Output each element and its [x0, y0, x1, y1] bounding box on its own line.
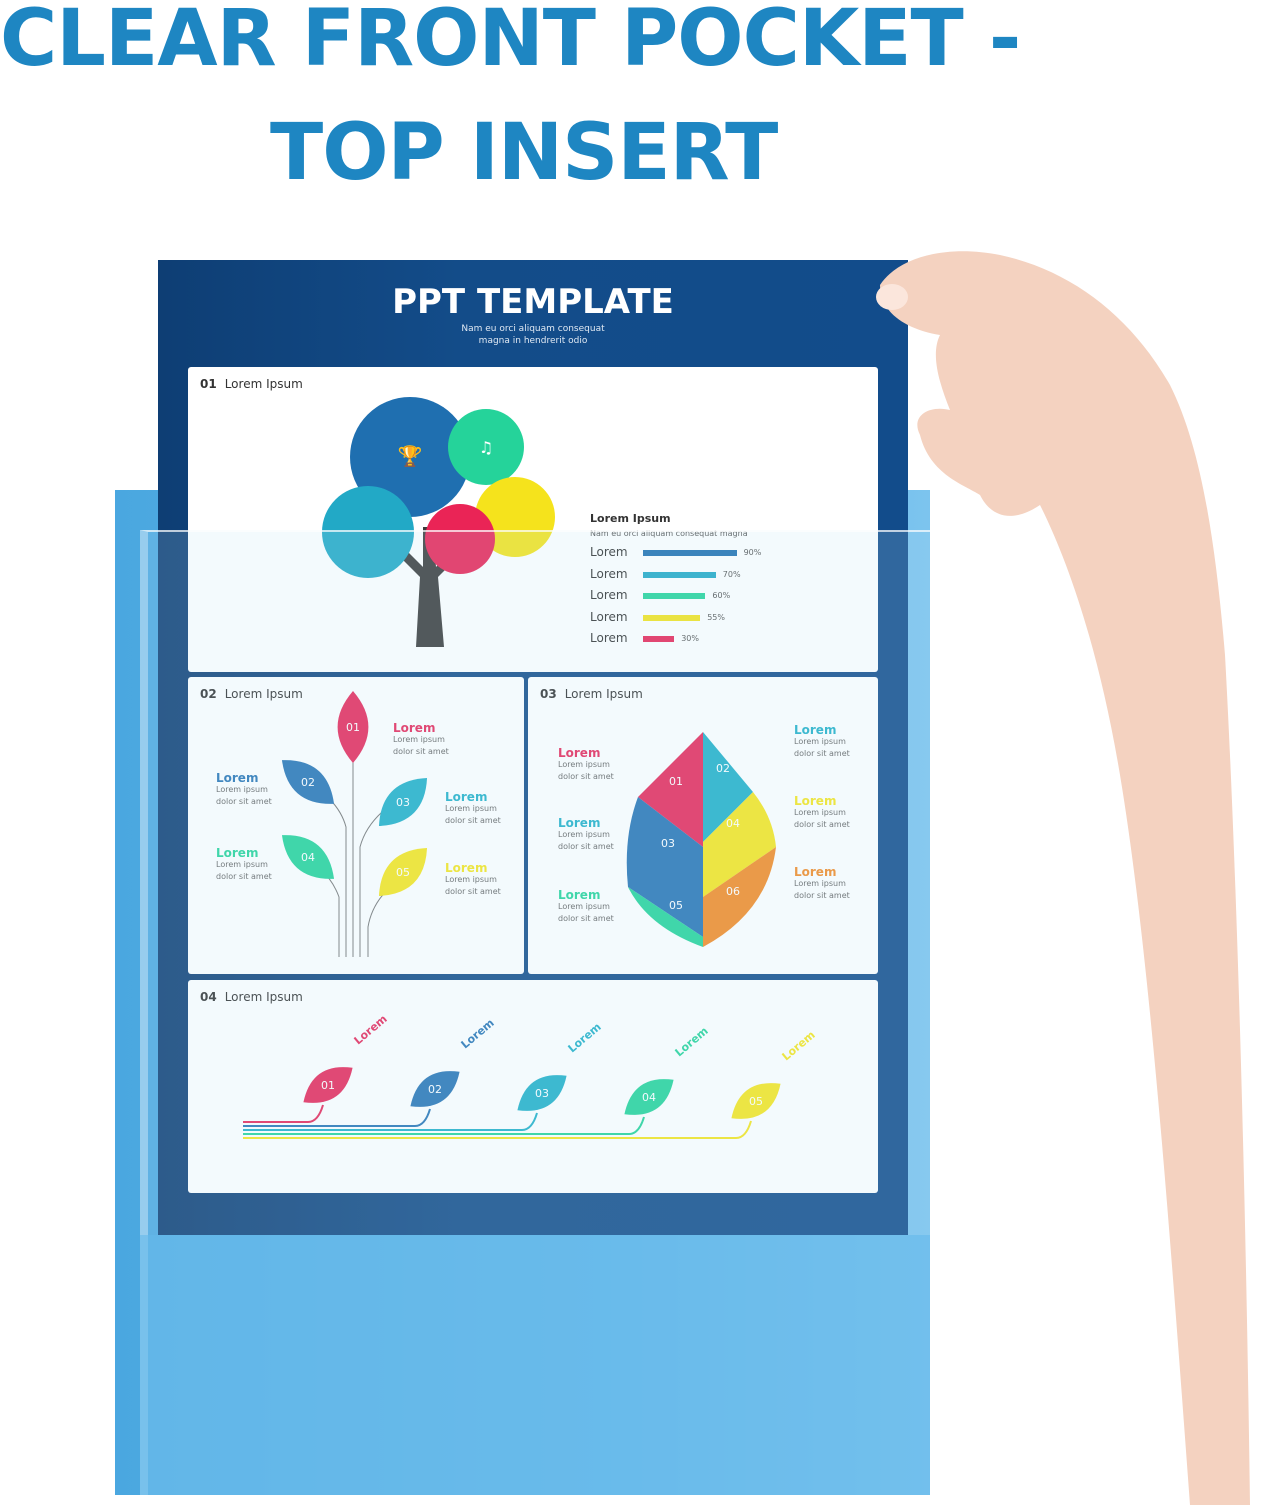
timeline-leaf	[517, 1075, 567, 1111]
panel-title: 01 Lorem Ipsum	[200, 377, 303, 391]
bar-value: 55%	[707, 612, 725, 622]
leaf-04	[281, 835, 335, 879]
leaf-number: 03	[535, 1087, 549, 1100]
leaf-number: 05	[749, 1095, 763, 1108]
panel-leaf: 03 Lorem Ipsum 01 02 03 04 05 06 Lorem Lorem ip…	[528, 677, 878, 974]
panel-timeline: 04 Lorem Ipsum 01 Lorem 02 Lorem 03 Lorem 04 Lor…	[188, 980, 878, 1193]
panel-plant: 02 Lorem Ipsum 01 02 03 04 05 Lorem Lorem ipsu…	[188, 677, 524, 974]
circle-trophy	[350, 397, 470, 517]
sheet-subtitle-2: magna in hendrerit odio	[478, 336, 588, 346]
timeline-leaf	[624, 1079, 674, 1115]
leaf-number: 05	[396, 866, 410, 879]
leaf-number: 01	[321, 1079, 335, 1092]
leaf-05	[378, 847, 428, 897]
timeline-leaf	[410, 1071, 460, 1107]
leaf-number: 06	[726, 885, 740, 898]
leaf-text: Lorem Lorem ipsum dolor sit amet	[794, 794, 850, 829]
bar	[643, 636, 675, 642]
bar-label: Lorem	[590, 588, 628, 602]
circle-megaphone	[425, 504, 495, 574]
bar-label: Lorem	[590, 609, 628, 624]
circle-person	[475, 477, 555, 557]
leaf-number: 04	[301, 851, 315, 864]
leaf-02	[281, 760, 335, 804]
leaf-number: 01	[669, 775, 683, 788]
hand	[880, 251, 1250, 1505]
leaf-text: Lorem Lorem ipsum dolor sit amet	[216, 846, 272, 881]
panel-title: 02 Lorem Ipsum	[200, 687, 303, 701]
timeline-leaf	[731, 1083, 781, 1119]
panel-tree: 01 Lorem Ipsum 🏆 ♫ Lorem Ipsum Nam eu orc…	[188, 367, 878, 672]
leaf-text: Lorem Lorem ipsum dolor sit amet	[393, 721, 449, 756]
leaf-segment	[628, 887, 703, 947]
insert-sheet: PPT TEMPLATE Nam eu orci aliquam consequ…	[158, 260, 908, 1235]
headline-line-2: TOP INSERT	[270, 108, 778, 198]
plant-infographic: 01 02 03 04 05	[281, 691, 428, 957]
panel-title: 03 Lorem Ipsum	[540, 687, 643, 701]
bars-subtitle: Nam eu orci aliquam consequat magna	[590, 529, 748, 538]
leaf-01	[337, 691, 369, 763]
timeline-leaf	[303, 1067, 353, 1103]
bar-value: 70%	[722, 569, 741, 579]
bar-value: 30%	[681, 634, 699, 643]
music-icon: ♫	[479, 438, 493, 457]
leaf-text: Lorem Lorem ipsum dolor sit amet	[216, 771, 272, 806]
leaf-text: Lorem Lorem ipsum dolor sit amet	[558, 746, 614, 781]
leaf-03	[378, 777, 428, 827]
leaf-text: Lorem Lorem ipsum dolor sit amet	[558, 816, 614, 851]
tree-infographic: 🏆 ♫	[322, 397, 555, 647]
pocket-lower-area	[140, 1235, 930, 1495]
headline-line-1: CLEAR FRONT POCKET -	[0, 0, 1021, 84]
leaf-number: 04	[726, 817, 740, 830]
leaf-number: 05	[669, 899, 683, 912]
panel-title: 04 Lorem Ipsum	[200, 990, 303, 1004]
bar-value: 90%	[743, 548, 762, 557]
leaf-number: 02	[301, 776, 315, 789]
leaf-text: Lorem Lorem ipsum dolor sit amet	[558, 888, 614, 923]
leaf-text: Lorem Lorem ipsum dolor sit amet	[794, 723, 850, 758]
bar-label: Lorem	[590, 631, 628, 645]
bar	[643, 571, 716, 578]
bar	[643, 550, 737, 556]
leaf-number: 02	[716, 762, 730, 775]
bar	[643, 593, 706, 599]
leaf-segment	[638, 732, 703, 847]
leaf-number: 02	[428, 1083, 442, 1096]
leaf-number: 04	[642, 1091, 656, 1104]
leaf-number: 01	[346, 721, 360, 734]
leaf-number: 03	[661, 837, 675, 850]
leaf-segment	[626, 797, 703, 937]
leaf-segment	[703, 792, 776, 897]
leaf-text: Lorem Lorem ipsum dolor sit amet	[445, 861, 501, 896]
circle-edit	[322, 486, 414, 578]
bars-title: Lorem Ipsum	[590, 512, 671, 525]
leaf-infographic: 01 02 03 04 05 06	[626, 732, 776, 947]
fingernail	[876, 284, 908, 310]
sheet-subtitle-1: Nam eu orci aliquam consequat	[461, 324, 605, 334]
leaf-segment	[703, 847, 776, 947]
bar	[643, 614, 701, 621]
sheet-title: PPT TEMPLATE	[392, 282, 674, 322]
trophy-icon: 🏆	[398, 444, 423, 468]
leaf-segment	[703, 732, 753, 842]
bar-value: 60%	[712, 591, 731, 600]
leaf-text: Lorem Lorem ipsum dolor sit amet	[445, 790, 501, 825]
bar-label: Lorem	[590, 566, 628, 581]
hand-image	[876, 251, 1250, 1505]
leaf-text: Lorem Lorem ipsum dolor sit amet	[794, 865, 850, 900]
bar-label: Lorem	[590, 545, 628, 559]
circle-music	[448, 409, 524, 485]
leaf-number: 03	[396, 796, 410, 809]
